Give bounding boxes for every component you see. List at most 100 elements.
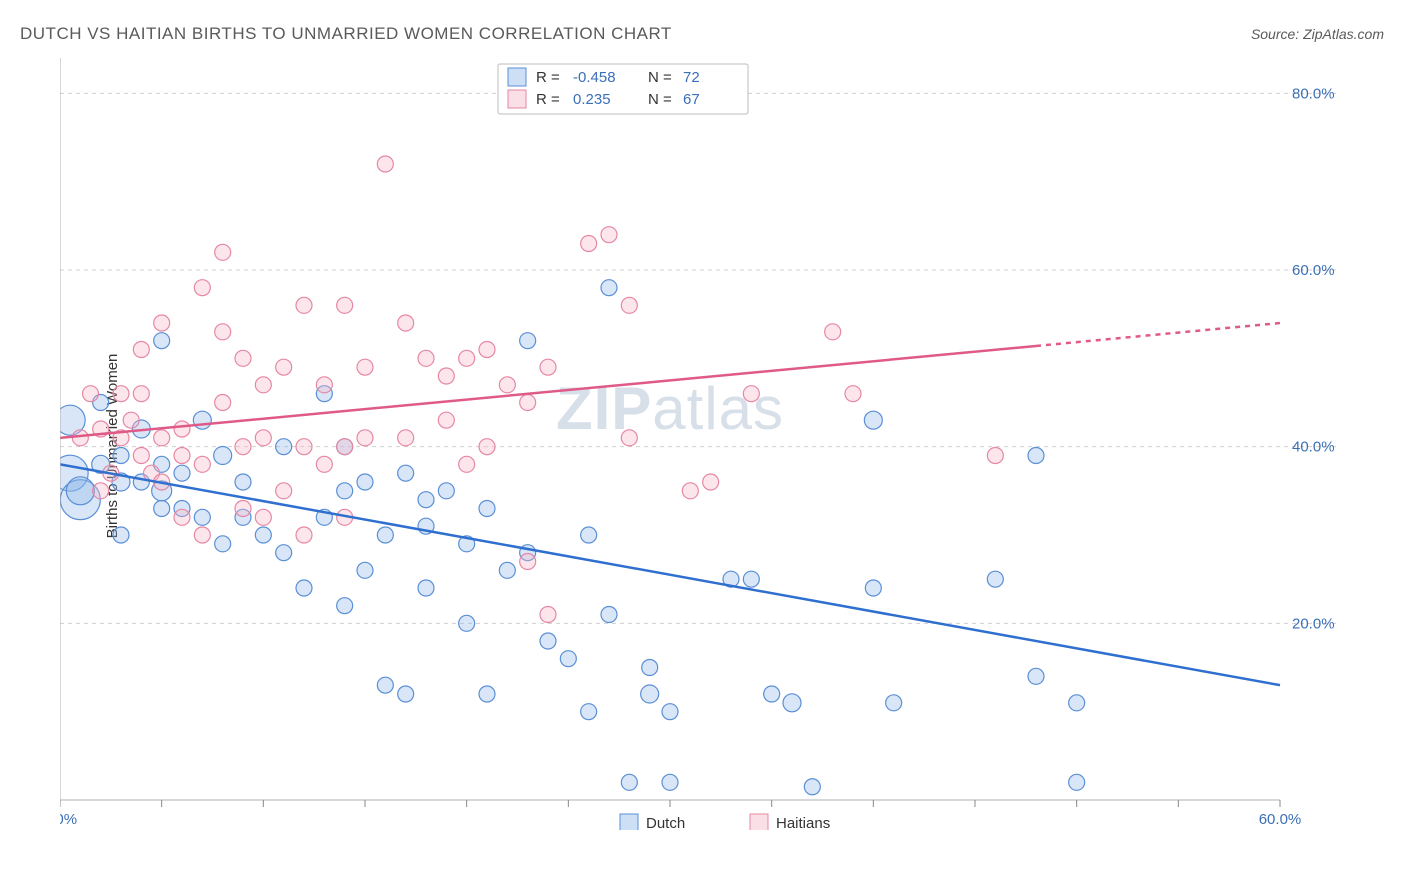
data-point bbox=[499, 562, 515, 578]
data-point bbox=[174, 465, 190, 481]
data-point bbox=[215, 536, 231, 552]
data-point bbox=[479, 439, 495, 455]
data-point bbox=[337, 598, 353, 614]
data-point bbox=[987, 448, 1003, 464]
data-point bbox=[865, 580, 881, 596]
data-point bbox=[72, 430, 88, 446]
bottom-legend-swatch bbox=[620, 814, 638, 830]
data-point bbox=[113, 386, 129, 402]
data-point bbox=[194, 280, 210, 296]
data-point bbox=[316, 377, 332, 393]
data-point bbox=[255, 430, 271, 446]
chart-title: DUTCH VS HAITIAN BIRTHS TO UNMARRIED WOM… bbox=[20, 24, 672, 44]
data-point bbox=[581, 527, 597, 543]
data-point bbox=[296, 439, 312, 455]
x-tick-label: 60.0% bbox=[1259, 811, 1302, 828]
legend-r-label: R = bbox=[536, 91, 560, 108]
trend-line bbox=[60, 464, 1280, 685]
data-point bbox=[540, 633, 556, 649]
data-point bbox=[621, 297, 637, 313]
y-tick-label: 80.0% bbox=[1292, 85, 1335, 102]
data-point bbox=[438, 368, 454, 384]
data-point bbox=[255, 509, 271, 525]
data-point bbox=[337, 483, 353, 499]
data-point bbox=[174, 509, 190, 525]
correlation-scatter-chart: 20.0%40.0%60.0%80.0%ZIPatlas0.0%60.0%R =… bbox=[60, 58, 1340, 830]
legend-n-label: N = bbox=[648, 69, 672, 86]
bottom-legend-label: Dutch bbox=[646, 815, 685, 830]
data-point bbox=[235, 439, 251, 455]
data-point bbox=[123, 412, 139, 428]
data-point bbox=[215, 395, 231, 411]
data-point bbox=[93, 483, 109, 499]
data-point bbox=[133, 386, 149, 402]
data-point bbox=[133, 448, 149, 464]
data-point bbox=[194, 456, 210, 472]
legend-n-value: 67 bbox=[683, 91, 700, 108]
bottom-legend-label: Haitians bbox=[776, 815, 830, 830]
data-point bbox=[235, 474, 251, 490]
data-point bbox=[459, 456, 475, 472]
data-point bbox=[154, 333, 170, 349]
data-point bbox=[296, 580, 312, 596]
data-point bbox=[540, 607, 556, 623]
data-point bbox=[357, 359, 373, 375]
data-point bbox=[377, 677, 393, 693]
legend-swatch bbox=[508, 68, 526, 86]
data-point bbox=[621, 774, 637, 790]
data-point bbox=[154, 501, 170, 517]
data-point bbox=[479, 686, 495, 702]
data-point bbox=[540, 359, 556, 375]
data-point bbox=[1028, 668, 1044, 684]
data-point bbox=[1069, 695, 1085, 711]
y-tick-label: 20.0% bbox=[1292, 615, 1335, 632]
data-point bbox=[377, 527, 393, 543]
trend-line-extrapolated bbox=[1036, 323, 1280, 346]
data-point bbox=[276, 545, 292, 561]
data-point bbox=[194, 509, 210, 525]
data-point bbox=[113, 527, 129, 543]
data-point bbox=[357, 474, 373, 490]
data-point bbox=[1069, 774, 1085, 790]
data-point bbox=[987, 571, 1003, 587]
data-point bbox=[825, 324, 841, 340]
data-point bbox=[174, 448, 190, 464]
data-point bbox=[743, 386, 759, 402]
data-point bbox=[459, 350, 475, 366]
data-point bbox=[418, 580, 434, 596]
data-point bbox=[581, 236, 597, 252]
data-point bbox=[133, 342, 149, 358]
data-point bbox=[337, 297, 353, 313]
data-point bbox=[255, 527, 271, 543]
data-point bbox=[499, 377, 515, 393]
data-point bbox=[560, 651, 576, 667]
data-point bbox=[479, 501, 495, 517]
data-point bbox=[276, 483, 292, 499]
data-point bbox=[682, 483, 698, 499]
data-point bbox=[337, 439, 353, 455]
data-point bbox=[864, 411, 882, 429]
data-point bbox=[154, 430, 170, 446]
data-point bbox=[845, 386, 861, 402]
data-point bbox=[83, 386, 99, 402]
data-point bbox=[214, 447, 232, 465]
data-point bbox=[601, 607, 617, 623]
data-point bbox=[194, 527, 210, 543]
source-attribution: Source: ZipAtlas.com bbox=[1251, 26, 1384, 42]
data-point bbox=[1028, 448, 1044, 464]
data-point bbox=[66, 477, 94, 505]
data-point bbox=[296, 297, 312, 313]
data-point bbox=[316, 456, 332, 472]
data-point bbox=[601, 227, 617, 243]
y-tick-label: 40.0% bbox=[1292, 439, 1335, 456]
y-tick-label: 60.0% bbox=[1292, 262, 1335, 279]
data-point bbox=[377, 156, 393, 172]
data-point bbox=[459, 615, 475, 631]
data-point bbox=[296, 527, 312, 543]
data-point bbox=[743, 571, 759, 587]
data-point bbox=[398, 315, 414, 331]
data-point bbox=[520, 395, 536, 411]
data-point bbox=[276, 359, 292, 375]
legend-n-label: N = bbox=[648, 91, 672, 108]
data-point bbox=[418, 350, 434, 366]
